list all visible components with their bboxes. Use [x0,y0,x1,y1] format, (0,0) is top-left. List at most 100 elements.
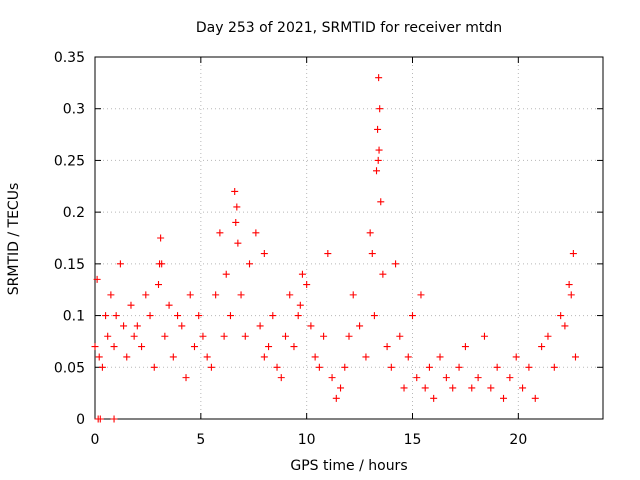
data-point [265,343,273,351]
data-point [311,353,319,361]
data-point [512,353,520,361]
data-point [480,332,488,340]
x-axis-label: GPS time / hours [290,458,407,474]
data-point [461,343,469,351]
data-point [260,250,268,258]
data-point [233,203,241,211]
data-point [487,384,495,392]
data-point [425,363,433,371]
data-point [269,312,277,320]
data-point [123,353,131,361]
data-point [571,353,579,361]
data-point [130,332,138,340]
data-point [328,374,336,382]
data-point [216,229,224,237]
data-point [282,332,289,340]
data-point [404,353,412,361]
data-point [569,250,577,258]
data-point [324,250,332,258]
data-point [220,332,228,340]
data-point [169,353,177,361]
data-point [256,322,264,330]
data-point [341,363,349,371]
data-point [260,353,268,361]
data-point [138,343,146,351]
data-point [375,146,383,154]
data-point [303,281,311,289]
data-point [161,332,169,340]
data-point [392,260,400,268]
data-point [374,125,382,133]
data-point [157,234,165,242]
data-point [212,291,220,299]
data-point [142,291,150,299]
data-point [506,374,514,382]
data-point [112,312,120,320]
data-point [468,384,476,392]
data-point [531,394,539,402]
data-point [345,332,353,340]
data-point [96,415,104,423]
data-point [133,322,141,330]
y-tick-label: 0.35 [54,50,85,66]
data-point [442,374,450,382]
data-point [356,322,364,330]
data-point [252,229,260,237]
y-tick-label: 0.1 [63,309,85,325]
data-point [449,384,457,392]
data-point [182,374,190,382]
data-point [430,394,438,402]
data-point [234,239,242,247]
y-tick-label: 0.25 [54,153,85,169]
data-point [104,332,112,340]
plot-frame [94,56,604,420]
data-point [222,270,230,278]
data-point [110,415,118,423]
data-point [538,343,546,351]
data-point [237,291,245,299]
data-point [493,363,501,371]
data-point [93,275,101,283]
data-point [368,250,376,258]
data-point [203,353,211,361]
data-point [156,260,164,268]
data-point [146,312,154,320]
y-tick-label: 0.3 [63,102,85,118]
data-point [107,291,115,299]
data-point [567,291,575,299]
chart-title: Day 253 of 2021, SRMTID for receiver mtd… [196,20,502,36]
data-point [294,312,302,320]
data-point [557,312,565,320]
x-tick-label: 10 [298,432,316,448]
data-point [500,394,508,402]
data-point [421,384,429,392]
data-point [95,353,103,361]
data-point [150,363,158,371]
x-tick-label: 15 [404,432,422,448]
data-point [409,312,416,320]
data-point [102,312,110,320]
data-point [298,270,306,278]
data-point [337,384,345,392]
data-point [320,332,328,340]
data-point [91,343,99,351]
data-point [273,363,281,371]
y-tick-label: 0.15 [54,257,85,273]
data-point [178,322,186,330]
data-point [396,332,404,340]
data-point [116,260,124,268]
data-point [370,312,378,320]
y-tick-label: 0.05 [54,360,85,376]
data-point [120,322,128,330]
data-point [332,394,340,402]
data-point [379,270,387,278]
data-point [174,312,182,320]
data-point [519,384,527,392]
data-point [241,332,249,340]
data-point [110,343,118,351]
y-tick-label: 0 [76,412,85,428]
data-point [98,363,106,371]
x-tick-label: 0 [91,432,100,448]
data-point [165,301,173,309]
